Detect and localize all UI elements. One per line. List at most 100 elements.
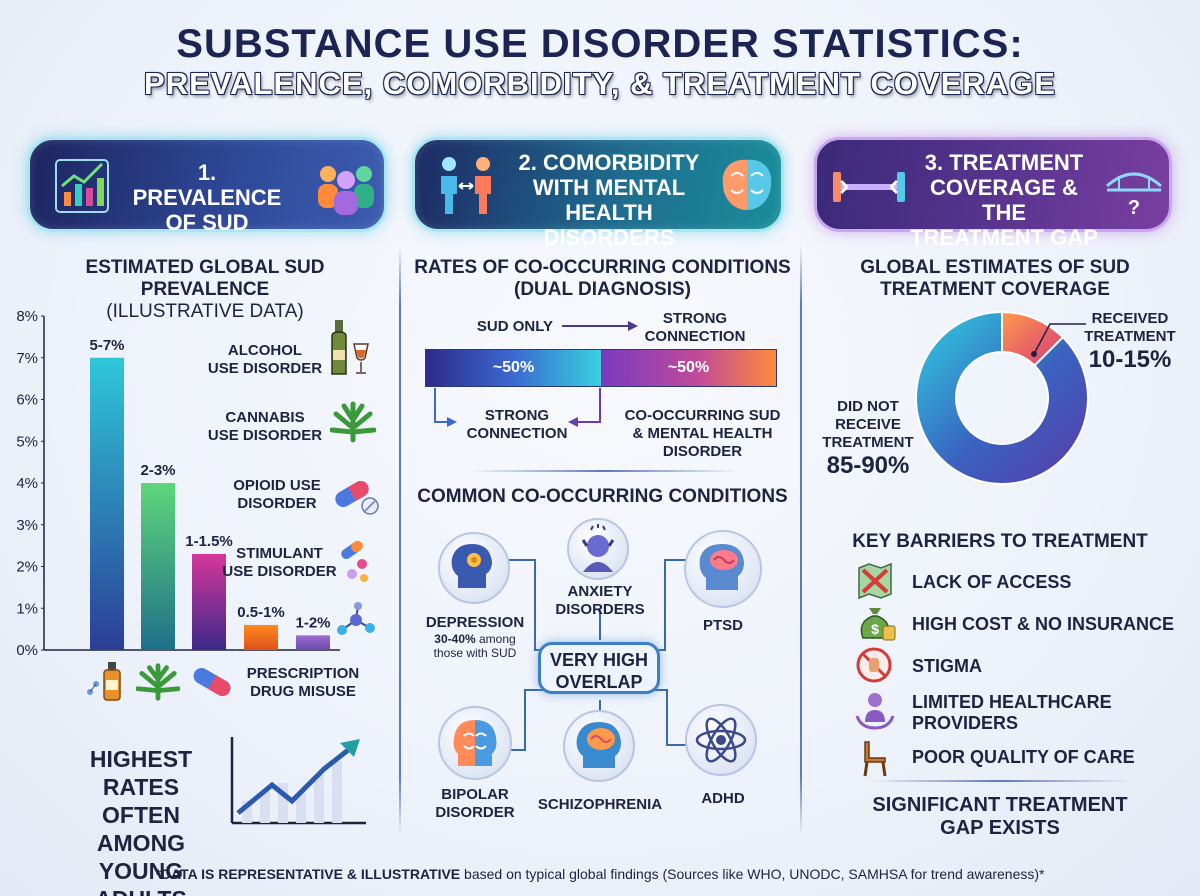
treatment-title-l2: TREATMENT COVERAGE bbox=[880, 279, 1110, 300]
label-alcohol: ALCOHOL USE DISORDER bbox=[205, 342, 325, 378]
label-adhd: ADHD bbox=[701, 790, 745, 807]
bottle-syringe-icon bbox=[87, 662, 121, 701]
young-adults-l1: HIGHEST RATES bbox=[89, 746, 193, 800]
adhd-atom-icon bbox=[695, 717, 747, 763]
barrier-high-cost: HIGH COST & NO INSURANCE bbox=[912, 614, 1175, 634]
received-l1: RECEIVED bbox=[1091, 310, 1169, 327]
section-title-comorbidity-l3: HEALTH DISORDERS bbox=[543, 200, 675, 250]
donut-slice-not-received bbox=[915, 310, 1089, 485]
y-tick-label: 0% bbox=[16, 642, 38, 659]
bipolar-l1: BIPOLAR bbox=[441, 786, 509, 803]
divider-right bbox=[800, 245, 802, 835]
comorbidity-title-l2: (DUAL DIAGNOSIS) bbox=[514, 279, 691, 300]
label-rx-l2: DRUG MISUSE bbox=[250, 683, 356, 700]
label-stimulant: STIMULANT USE DISORDER bbox=[222, 545, 337, 581]
not-received-l2: RECEIVE bbox=[835, 416, 901, 433]
section-title-comorbidity-l1: 2. COMORBIDITY bbox=[518, 150, 700, 175]
anxiety-l1: ANXIETY bbox=[567, 583, 633, 600]
depression-stat: 30-40% among those with SUD bbox=[420, 632, 530, 660]
young-adults-note: HIGHEST RATES OFTEN AMONG YOUNG ADULTS bbox=[56, 745, 226, 896]
bipolar-head-icon bbox=[453, 720, 497, 766]
bar-sud-only: ~50% bbox=[426, 350, 601, 386]
y-tick-label: 6% bbox=[16, 392, 38, 409]
bar-3 bbox=[244, 624, 278, 650]
barriers-title: KEY BARRIERS TO TREATMENT bbox=[852, 531, 1148, 552]
capsule-icon-small bbox=[193, 668, 231, 696]
section-title-comorbidity-l2: WITH MENTAL bbox=[532, 175, 686, 200]
alcohol-bottle-icon bbox=[331, 320, 369, 375]
bipolar-l2: DISORDER bbox=[435, 804, 515, 821]
label-depression: DEPRESSION bbox=[425, 614, 525, 631]
mini-divider-right bbox=[870, 780, 1130, 782]
y-tick-label: 3% bbox=[16, 517, 38, 534]
label-ptsd: PTSD bbox=[702, 617, 743, 634]
label-cooccurring: CO-OCCURRING SUD & MENTAL HEALTH DISORDE… bbox=[615, 407, 790, 461]
connector-arrows bbox=[434, 388, 457, 427]
ptsd-brain-icon bbox=[699, 544, 744, 590]
treatment-title: GLOBAL ESTIMATES OF SUD TREATMENT COVERA… bbox=[815, 257, 1175, 301]
gap-l2: GAP EXISTS bbox=[940, 817, 1060, 839]
depression-stat-l2: those with SUD bbox=[433, 646, 517, 660]
pill-capsule-icon bbox=[335, 481, 379, 515]
svg-text:$: $ bbox=[871, 621, 879, 637]
treatment-donut-chart bbox=[915, 310, 1089, 485]
barrier-poor-quality: POOR QUALITY OF CARE bbox=[912, 747, 1135, 767]
main-title: SUBSTANCE USE DISORDER STATISTICS: bbox=[176, 22, 1024, 66]
svg-text:?: ? bbox=[1128, 197, 1140, 218]
stimulant-pills-icon bbox=[341, 540, 368, 582]
main-subtitle: PREVALENCE, COMORBIDITY, & TREATMENT COV… bbox=[144, 66, 1056, 101]
molecule-icon bbox=[337, 602, 375, 635]
label-sud-only: SUD ONLY bbox=[476, 318, 554, 335]
footer-note: *DATA IS REPRESENTATIVE & ILLUSTRATIVE b… bbox=[0, 866, 1200, 882]
y-tick-label: 5% bbox=[16, 433, 38, 450]
depression-head-icon bbox=[451, 544, 492, 588]
map-cross-icon bbox=[858, 562, 892, 600]
treatment-gap-note: SIGNIFICANT TREATMENT GAP EXISTS bbox=[815, 794, 1185, 840]
bar-1 bbox=[141, 483, 175, 650]
label-alcohol-l2: USE DISORDER bbox=[207, 360, 323, 377]
people-group-icon bbox=[318, 166, 374, 215]
depression-circle bbox=[438, 532, 510, 604]
label-opioid: OPIOID USE DISORDER bbox=[222, 477, 332, 513]
mini-divider bbox=[470, 470, 740, 472]
barrier-lack-of-access: LACK OF ACCESS bbox=[912, 572, 1072, 592]
comorbidity-title-l1: RATES OF CO-OCCURRING CONDITIONS bbox=[414, 257, 791, 278]
comorbidity-title: RATES OF CO-OCCURRING CONDITIONS (DUAL D… bbox=[410, 257, 795, 301]
two-people-icon bbox=[441, 157, 491, 214]
adhd-circle bbox=[685, 704, 757, 776]
section-title-prevalence-l1: 1. PREVALENCE bbox=[132, 160, 282, 210]
label-cannabis-l1: CANNABIS bbox=[225, 409, 305, 426]
y-tick-label: 7% bbox=[16, 350, 38, 367]
cooccur-l1: CO-OCCURRING SUD bbox=[624, 407, 781, 424]
dual-diagnosis-bar: ~50% ~50% bbox=[425, 349, 777, 387]
young-adults-l2: OFTEN AMONG bbox=[96, 802, 186, 856]
label-stimulant-l2: USE DISORDER bbox=[222, 563, 337, 580]
received-value: 10-15% bbox=[1088, 346, 1172, 373]
received-l2: TREATMENT bbox=[1084, 328, 1176, 345]
bar-value-label: 1-1.5% bbox=[185, 533, 233, 550]
bar-value-label: 5-7% bbox=[89, 337, 124, 354]
cooccur-l3: DISORDER bbox=[662, 443, 743, 460]
gap-l1: SIGNIFICANT TREATMENT bbox=[872, 794, 1128, 816]
brain-icon bbox=[722, 159, 772, 210]
bar-value-label: 0.5-1% bbox=[237, 604, 285, 621]
not-received-value: 85-90% bbox=[826, 452, 910, 479]
overlap-l2: OVERLAP bbox=[555, 672, 643, 692]
trend-up-icon bbox=[230, 737, 366, 825]
label-not-received: DID NOT RECEIVE TREATMENT bbox=[818, 398, 918, 452]
label-opioid-l1: OPIOID USE bbox=[233, 477, 321, 494]
treatment-title-l1: GLOBAL ESTIMATES OF SUD bbox=[860, 257, 1130, 278]
section-header-prevalence: 1. PREVALENCE OF SUD bbox=[27, 137, 387, 235]
y-tick-label: 4% bbox=[16, 475, 38, 492]
y-tick-label: 8% bbox=[16, 308, 38, 325]
section-title-treatment-l3: TREATMENT GAP bbox=[910, 225, 1098, 250]
provider-hands-icon bbox=[855, 693, 895, 730]
label-received: RECEIVED TREATMENT bbox=[1075, 310, 1185, 346]
section-title-treatment-l2: COVERAGE & THE bbox=[930, 175, 1078, 225]
label-anxiety: ANXIETY DISORDERS bbox=[545, 583, 655, 619]
schizophrenia-head-icon bbox=[576, 722, 621, 768]
depression-stat-pct: 30-40% bbox=[434, 632, 476, 646]
bar-value-label: 2-3% bbox=[140, 462, 175, 479]
schizophrenia-circle bbox=[563, 710, 635, 782]
barrier-limited-providers: LIMITED HEALTHCARE PROVIDERS bbox=[912, 692, 1112, 734]
